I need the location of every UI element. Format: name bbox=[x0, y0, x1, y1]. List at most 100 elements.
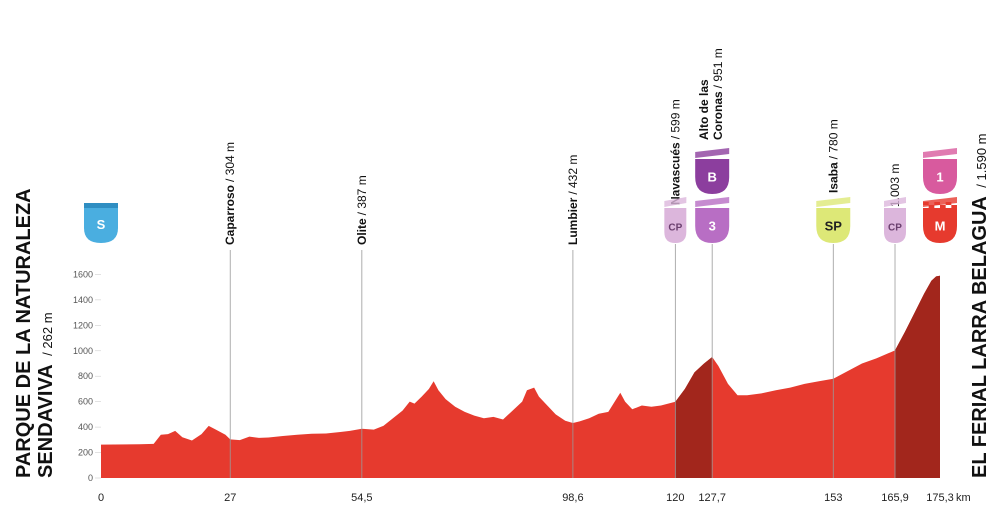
waypoint-altitude: / 387 m bbox=[355, 175, 369, 215]
badge-label: M bbox=[935, 219, 946, 234]
finish-label: EL FERIAL LARRA BELAGUA / 1.590 m bbox=[969, 133, 991, 478]
waypoint-altitude: / 780 m bbox=[826, 119, 840, 159]
waypoint-altitude: / 304 m bbox=[223, 142, 237, 182]
x-tick-label: 153 bbox=[824, 492, 842, 504]
y-axis: 0 200 400 600 800 1000 1200 1400 1600 bbox=[73, 269, 101, 483]
waypoint-altitude: / 951 m bbox=[711, 48, 725, 88]
elevation-fill bbox=[101, 275, 940, 478]
waypoint-name: Olite bbox=[355, 218, 369, 245]
badge-SP: SP bbox=[816, 197, 851, 243]
svg-text:Coronas/ 951 m: Coronas / 951 m bbox=[711, 48, 725, 140]
waypoint-label: Caparroso / 304 m bbox=[223, 142, 237, 245]
badge-M: M bbox=[923, 197, 957, 243]
badge-shape bbox=[884, 208, 907, 243]
badge-shape bbox=[695, 208, 730, 243]
start-name-line1: PARQUE DE LA NATURALEZA bbox=[13, 188, 35, 478]
x-unit-label: km bbox=[956, 492, 971, 504]
waypoint-label: Lumbier / 432 m bbox=[566, 155, 580, 245]
badge-flag bbox=[664, 197, 687, 207]
checkered-cell bbox=[923, 202, 929, 205]
x-tick-label: 0 bbox=[98, 492, 104, 504]
x-tick-label: 54,5 bbox=[351, 492, 372, 504]
badge-shape bbox=[923, 159, 957, 194]
y-tick-label: 1000 bbox=[73, 346, 93, 356]
svg-text:Olite/ 387 m: Olite / 387 m bbox=[355, 175, 369, 245]
badge-label: CP bbox=[888, 223, 902, 234]
waypoint-altitude: / 432 m bbox=[566, 155, 580, 195]
waypoint-name: Coronas bbox=[711, 91, 725, 140]
start-label: PARQUE DE LA NATURALEZA bbox=[13, 188, 35, 478]
badge-label: B bbox=[707, 170, 716, 185]
climb-segment-shade bbox=[675, 356, 713, 478]
y-tick-label: 0 bbox=[88, 473, 93, 483]
x-axis: 0 27 54,5 98,6 120 127,7 153 165,9 175,3 km bbox=[98, 492, 971, 504]
badge-B: B bbox=[695, 148, 730, 194]
checkered-cell bbox=[951, 205, 957, 208]
y-tick-label: 400 bbox=[78, 422, 93, 432]
badge-shape bbox=[923, 208, 957, 243]
start-badge-label: S bbox=[97, 217, 106, 232]
x-tick-label: 175,3 bbox=[926, 492, 954, 504]
badge-1: 1 bbox=[923, 148, 957, 194]
svg-text:Isaba/ 780 m: Isaba / 780 m bbox=[826, 119, 840, 193]
finish-altitude: / 1.590 m bbox=[974, 133, 989, 187]
badge-shape bbox=[664, 208, 687, 243]
svg-text:SENDAVIVA / 262 m: SENDAVIVA / 262 m bbox=[35, 312, 57, 478]
badge-flag bbox=[695, 148, 730, 158]
svg-text:1.003 m: 1.003 m bbox=[888, 164, 902, 207]
start-altitude: / 262 m bbox=[40, 312, 55, 355]
badge-label: 1 bbox=[936, 170, 943, 185]
start-badge-flag bbox=[84, 203, 118, 208]
checkered-cell bbox=[945, 202, 952, 205]
waypoint-label: Alto de las bbox=[697, 79, 711, 140]
badge-CP: CP bbox=[664, 197, 687, 243]
badge-flag bbox=[884, 197, 907, 207]
x-tick-label: 127,7 bbox=[698, 492, 726, 504]
svg-text:Lumbier/ 432 m: Lumbier / 432 m bbox=[566, 155, 580, 245]
badge-flag bbox=[695, 197, 730, 207]
svg-text:Navascués/ 599 m: Navascués / 599 m bbox=[668, 99, 682, 205]
badge-CP: CP bbox=[884, 197, 907, 243]
badge-shape bbox=[695, 159, 730, 194]
waypoint-name: Lumbier bbox=[566, 197, 580, 245]
waypoint-altitude: / 599 m bbox=[668, 99, 682, 139]
y-tick-label: 1200 bbox=[73, 320, 93, 330]
waypoint-name: Alto de las bbox=[697, 79, 711, 140]
category-badges: CP 3 B SP CP M 1 bbox=[664, 148, 957, 243]
checkered-cell bbox=[928, 205, 935, 208]
x-tick-label: 98,6 bbox=[562, 492, 583, 504]
start-badge-shape bbox=[84, 203, 118, 243]
badge-shape bbox=[816, 208, 851, 243]
waypoint-name: Isaba bbox=[826, 162, 840, 193]
y-tick-label: 1400 bbox=[73, 295, 93, 305]
badge-label: 3 bbox=[709, 219, 716, 234]
x-tick-label: 165,9 bbox=[881, 492, 909, 504]
y-tick-label: 200 bbox=[78, 448, 93, 458]
svg-text:Caparroso/ 304 m: Caparroso / 304 m bbox=[223, 142, 237, 245]
waypoint-label: Olite / 387 m bbox=[355, 175, 369, 245]
start-badge: S bbox=[84, 203, 118, 243]
waypoint-altitude: 1.003 m bbox=[888, 164, 902, 207]
y-tick-label: 600 bbox=[78, 397, 93, 407]
x-tick-label: 27 bbox=[224, 492, 236, 504]
svg-text:EL FERIAL LARRA BELAGUA: EL FERIAL LARRA BELAGUA / 1.590 m bbox=[969, 133, 991, 478]
finish-name: EL FERIAL LARRA BELAGUA bbox=[969, 196, 991, 478]
checkered-cell bbox=[934, 202, 940, 205]
badge-label: CP bbox=[668, 223, 682, 234]
y-tick-label: 800 bbox=[78, 371, 93, 381]
elevation-area bbox=[101, 275, 940, 478]
waypoint-label: Isaba / 780 m bbox=[826, 119, 840, 193]
badge-flag bbox=[923, 148, 957, 158]
checkered-cell bbox=[940, 205, 946, 208]
start-label-2: SENDAVIVA / 262 m bbox=[35, 312, 57, 478]
badge-label: SP bbox=[825, 219, 843, 234]
badge-flag bbox=[816, 197, 851, 207]
start-name-line2: SENDAVIVA bbox=[35, 364, 57, 478]
waypoint-label: Navascués / 599 m bbox=[668, 99, 682, 205]
x-tick-label: 120 bbox=[666, 492, 684, 504]
waypoint-name: Navascués bbox=[668, 142, 682, 205]
waypoint-label: Coronas / 951 m bbox=[711, 48, 725, 140]
waypoint-name: Caparroso bbox=[223, 185, 237, 245]
badge-3: 3 bbox=[695, 197, 730, 243]
